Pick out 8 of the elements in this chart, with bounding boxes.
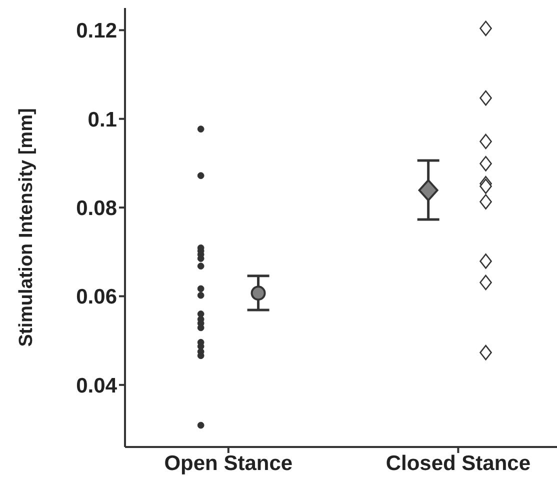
y-tick-label: 0.12	[76, 20, 117, 43]
y-tick-label: 0.06	[76, 286, 117, 309]
y-axis-title: Stimulation Intensity [mm]	[16, 108, 37, 347]
y-tick-label: 0.1	[88, 108, 118, 132]
x-tick-label: Open Stance	[164, 452, 293, 475]
x-tick-label: Closed Stance	[386, 452, 531, 475]
y-tick-label: 0.04	[76, 374, 118, 398]
y-tick-label: 0.08	[76, 197, 118, 220]
